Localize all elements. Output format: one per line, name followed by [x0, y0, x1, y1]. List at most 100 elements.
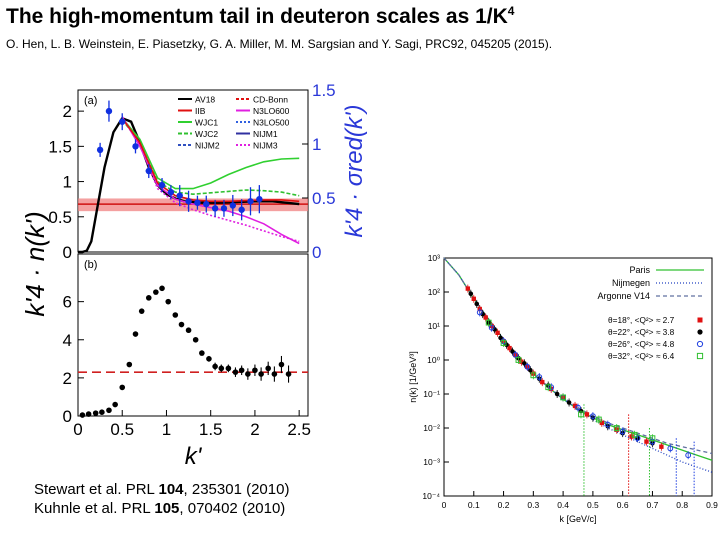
panel-b-data-point: [245, 371, 251, 377]
data-point: [159, 182, 165, 188]
right-xtick-label: 0.5: [587, 500, 599, 510]
panel-b-label: (b): [84, 259, 97, 271]
panel-b-data-point: [153, 289, 159, 295]
panel-b-data-point: [119, 385, 125, 391]
panel-b-xtick-label: 1: [162, 420, 171, 439]
right-data-legend-marker: [698, 318, 703, 323]
right-data-point: [469, 291, 474, 296]
right-ytick-label: 10¹: [428, 321, 440, 331]
legend-label: N3LO600: [253, 106, 290, 116]
panel-b-data-point: [212, 364, 218, 370]
panel-b-data-point: [199, 350, 205, 356]
data-point: [97, 147, 103, 153]
right-xtick-label: 0.8: [676, 500, 688, 510]
right-data-legend-label: θ=32°, <Q²> ≈ 6.4: [608, 351, 675, 361]
panel-b-data-point: [173, 312, 179, 318]
panel-b-data-point: [112, 402, 118, 408]
data-point: [119, 118, 125, 124]
data-point: [185, 198, 191, 204]
momentum-distribution-chart: 10⁻⁴10⁻³10⁻²10⁻¹10⁰10¹10²10³00.10.20.30.…: [404, 248, 718, 538]
panel-a-ytick-right-label: 1.5: [312, 82, 336, 100]
right-legend-label: Paris: [629, 265, 650, 275]
right-xtick-label: 0.3: [527, 500, 539, 510]
x-axis-title: k': [185, 443, 203, 470]
right-data-point: [466, 286, 470, 290]
panel-b-frame: [78, 254, 308, 416]
legend-label: NIJM3: [253, 141, 278, 151]
panel-b-data-point: [233, 369, 239, 375]
panel-b-ytick-label: 6: [63, 293, 72, 312]
data-point: [132, 143, 138, 149]
references: Stewart et al. PRL 104, 235301 (2010) Ku…: [34, 480, 289, 518]
legend-label: WJC2: [195, 129, 218, 139]
panel-b-data-point: [127, 362, 133, 368]
right-data-point: [644, 439, 648, 443]
panel-a-ytick-right-label: 1: [312, 135, 321, 154]
right-data-point: [540, 380, 544, 384]
panel-a-ytick-label: 0: [63, 243, 72, 262]
right-ytick-label: 10⁻³: [423, 457, 440, 467]
panel-b-ytick-label: 0: [63, 407, 72, 426]
right-ytick-label: 10⁻¹: [423, 389, 440, 399]
panel-b-data-point: [80, 412, 86, 418]
panel-b-data-point: [146, 295, 152, 301]
panel-b-data-point: [106, 407, 112, 413]
right-data-legend-label: θ=18°, <Q²> ≈ 2.7: [608, 315, 675, 325]
panel-a-ytick-label: 1: [63, 173, 72, 192]
panel-b-xtick-label: 2: [250, 420, 259, 439]
right-data-point: [507, 346, 511, 350]
panel-a-ytick-right-label: 0.5: [312, 189, 336, 208]
panel-b-data-point: [258, 371, 264, 377]
data-point: [230, 202, 236, 208]
right-data-point: [600, 421, 604, 425]
right-xtick-label: 0: [442, 500, 447, 510]
y-axis-title-left: k'4 · n(k'): [20, 211, 50, 316]
page-title: The high-momentum tail in deuteron scale…: [6, 4, 514, 29]
panel-b-data-point: [252, 367, 258, 373]
legend-label: CD-Bonn: [253, 95, 288, 105]
data-point: [256, 196, 262, 202]
right-ytick-label: 10⁰: [427, 355, 440, 365]
right-ytick-label: 10³: [428, 253, 440, 263]
right-xtick-label: 0.2: [498, 500, 510, 510]
panel-b-data-point: [179, 322, 185, 328]
panel-b-data-point: [93, 410, 99, 416]
panel-b-data-point: [99, 409, 105, 415]
panel-b-xtick-label: 1.5: [199, 420, 223, 439]
right-data-point: [567, 400, 572, 405]
panel-b-data-point: [272, 371, 278, 377]
reference-1: Stewart et al. PRL 104, 235301 (2010): [34, 480, 289, 499]
data-point: [238, 207, 244, 213]
right-xtick-label: 0.4: [557, 500, 569, 510]
right-xtick-label: 0.1: [468, 500, 480, 510]
panel-b-xtick-label: 0.5: [110, 420, 134, 439]
right-data-point: [483, 315, 487, 319]
right-xtick-label: 0.6: [617, 500, 629, 510]
panel-b-data-point: [239, 367, 245, 373]
panel-b-data-point: [165, 299, 171, 305]
right-data-point: [659, 445, 663, 449]
y-axis-title-right: k'4 · σred(k'): [341, 105, 368, 238]
panel-b-data-point: [265, 366, 271, 372]
legend-label: IIB: [195, 106, 206, 116]
legend-label: WJC1: [195, 118, 218, 128]
panel-b-data-point: [159, 286, 165, 292]
panel-b-data-point: [219, 366, 225, 372]
right-legend-label: Argonne V14: [597, 291, 650, 301]
legend-label: AV18: [195, 95, 215, 105]
panel-b-ytick-label: 4: [63, 331, 72, 350]
right-ytick-label: 10⁻²: [423, 423, 440, 433]
right-data-point: [629, 434, 633, 438]
panel-b-xtick-label: 0: [73, 420, 82, 439]
panel-b-xtick-label: 2.5: [287, 420, 311, 439]
data-point: [212, 205, 218, 211]
reference-2: Kuhnle et al. PRL 105, 070402 (2010): [34, 499, 289, 518]
panel-b-ytick-label: 2: [63, 369, 72, 388]
right-data-point: [585, 412, 589, 416]
data-point: [221, 205, 227, 211]
right-legend-label: Nijmegen: [612, 278, 650, 288]
right-y-axis-title: n(k) [1/GeV³]: [408, 351, 418, 403]
panel-b-data-point: [206, 356, 212, 362]
panel-b-data-point: [139, 308, 145, 314]
right-ytick-label: 10⁻⁴: [422, 491, 440, 501]
